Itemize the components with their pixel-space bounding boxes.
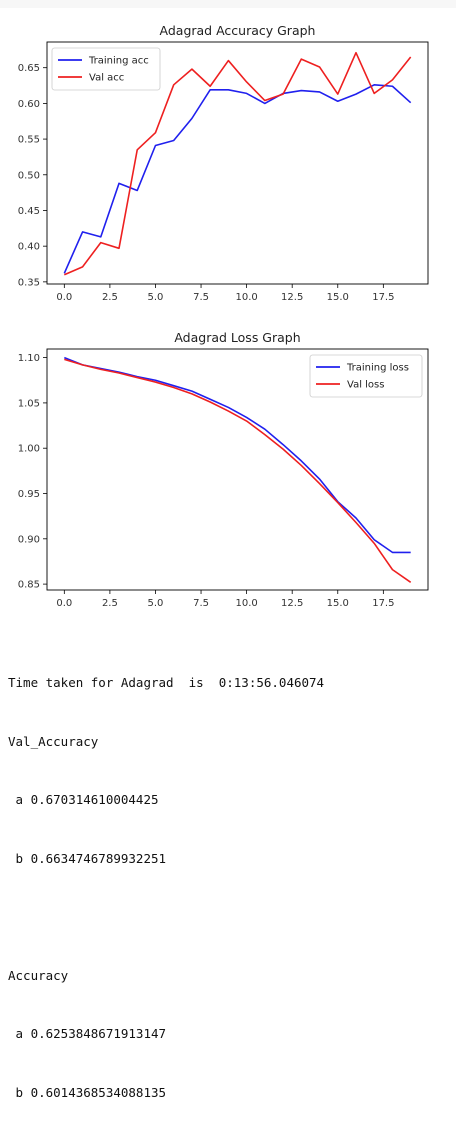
legend-label: Val acc [89,73,124,84]
val-accuracy-a: a 0.670314610004425 [8,792,159,807]
x-tick-label: 10.0 [235,292,257,303]
y-tick-label: 0.95 [18,489,40,500]
y-tick-label: 0.65 [18,63,40,74]
x-tick-label: 0.0 [56,598,72,609]
y-tick-label: 0.45 [18,206,40,217]
x-tick-label: 7.5 [193,292,209,303]
val-accuracy-header: Val_Accuracy [8,733,99,749]
chart-title: Adagrad Accuracy Graph [160,23,316,38]
series-line-1 [64,51,412,276]
series-line-0 [64,356,411,554]
x-tick-label: 5.0 [148,598,164,609]
chart-title: Adagrad Loss Graph [174,330,300,345]
accuracy-header: Accuracy [8,967,69,983]
y-tick-label: 0.60 [18,99,40,110]
y-tick-label: 0.90 [18,534,40,545]
legend-label: Val loss [347,380,384,391]
x-tick-label: 12.5 [281,598,303,609]
x-tick-label: 15.0 [327,292,349,303]
notebook-top-bar [0,0,456,8]
legend-label: Training acc [88,56,149,67]
y-tick-label: 1.00 [18,444,40,455]
legend: Training acc Val acc [51,47,161,91]
legend: Training loss Val loss [309,354,423,398]
loss-chart: Adagrad Loss Graph 0.0 2.5 5.0 7.5 10.0 12.5 15… [18,330,429,609]
x-tick-label: 5.0 [148,292,164,303]
y-tick-label: 0.40 [18,242,40,253]
x-tick-label: 15.0 [327,598,349,609]
y-tick-label: 0.35 [18,277,40,288]
legend-box [51,47,161,91]
x-tick-label: 7.5 [193,598,209,609]
cell-output: Time taken for Adagrad is 0:13:56.046074… [8,634,324,1122]
accuracy-b: b 0.6014368534088135 [8,1084,167,1100]
y-tick-label: 0.85 [18,580,40,591]
x-tick-label: 10.0 [235,598,257,609]
legend-label: Training loss [346,363,409,374]
y-tick-label: 0.50 [18,170,40,181]
y-tick-label: 1.10 [18,353,40,364]
series-line-1 [64,358,412,583]
x-tick-label: 17.5 [372,292,394,303]
x-tick-label: 0.0 [56,292,72,303]
plot-frame [46,41,429,285]
x-tick-label: 12.5 [281,292,303,303]
y-tick-label: 1.05 [18,398,40,409]
series-line-0 [63,84,412,274]
y-tick-label: 0.55 [18,135,40,146]
time-taken-text: Time taken for Adagrad is 0:13:56.046074 [8,675,325,690]
blank-line [8,907,324,927]
x-tick-label: 2.5 [102,292,118,303]
accuracy-a: a 0.6253848671913147 [8,1026,167,1041]
x-tick-label: 2.5 [102,598,118,609]
accuracy-chart: Adagrad Accuracy Graph 0.0 2.5 5.0 7.5 10.0 12… [18,23,429,303]
plot-frame [46,348,429,591]
legend-box [309,354,423,398]
x-tick-label: 17.5 [372,598,394,609]
val-accuracy-b: b 0.6634746789932251 [8,850,167,866]
